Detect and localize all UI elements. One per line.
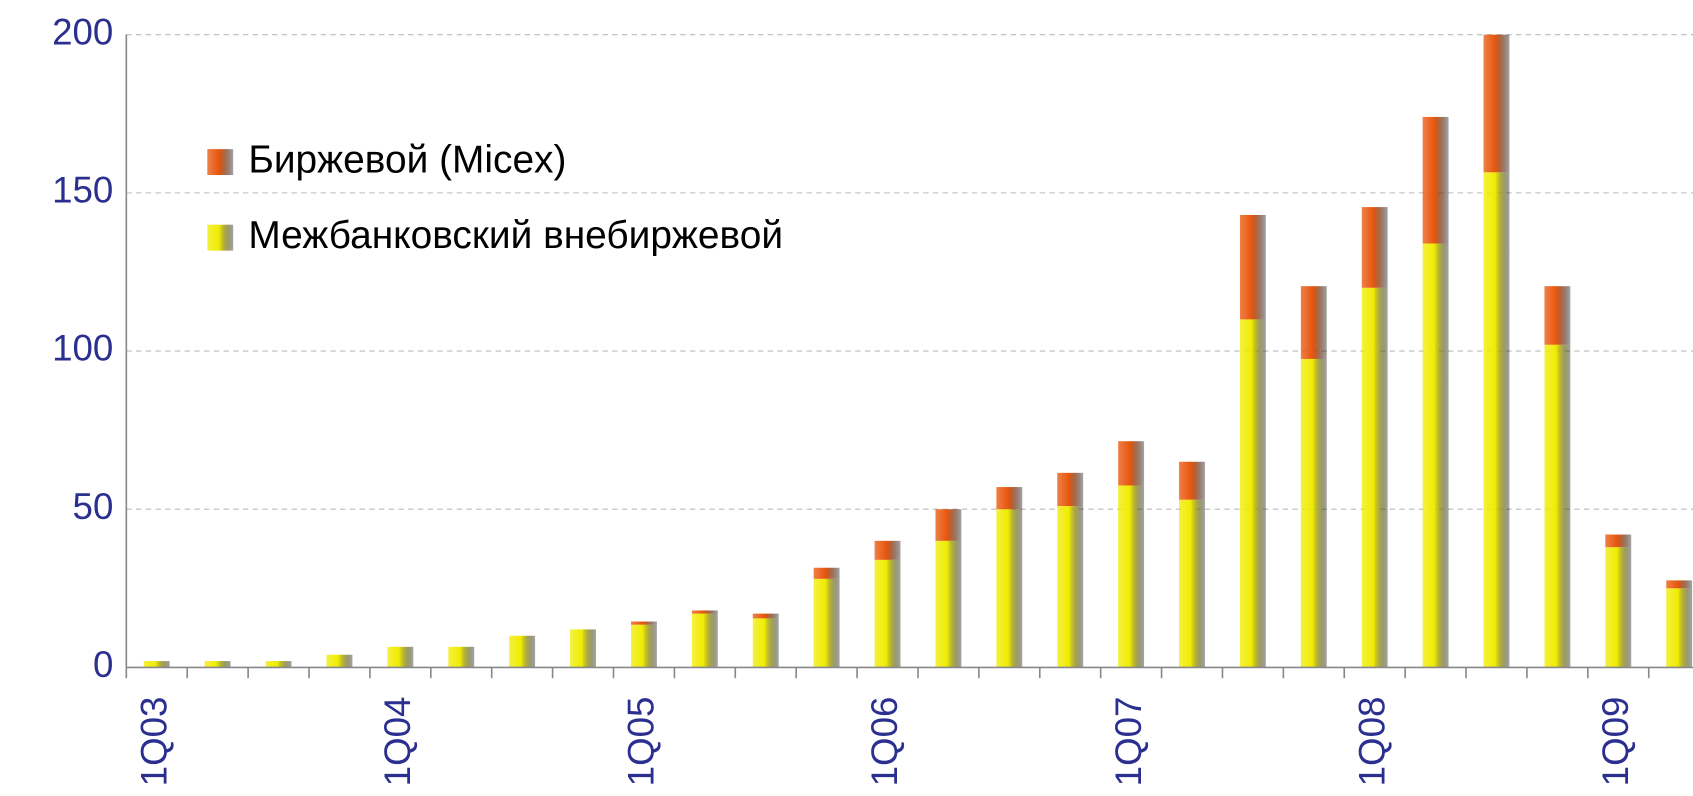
legend-swatch	[207, 149, 234, 176]
bar-segment	[1179, 499, 1205, 668]
bar-segment	[1057, 472, 1084, 507]
y-tick-label: 0	[93, 644, 113, 685]
bar-segment	[874, 540, 901, 560]
x-tick-label: 1Q07	[1108, 697, 1149, 787]
y-tick-label: 150	[52, 170, 113, 211]
bar-segment	[752, 618, 779, 668]
x-tick-label: 1Q08	[1351, 697, 1392, 787]
bar-segment	[1239, 319, 1266, 668]
bar-segment	[1666, 580, 1693, 589]
bar-segment	[1544, 286, 1571, 345]
bar-segment	[935, 540, 962, 668]
bar-segment	[1118, 485, 1145, 668]
legend-label: Межбанковский внебиржевой	[248, 214, 783, 257]
legend-label: Биржевой (Micex)	[248, 138, 566, 181]
bar-segment	[570, 629, 597, 668]
bar-segment	[204, 661, 231, 668]
bar-segment	[874, 559, 901, 668]
bar-segment	[935, 509, 962, 541]
y-tick-label: 50	[73, 486, 114, 527]
bar-segment	[691, 613, 718, 668]
bar-segment	[326, 654, 353, 668]
x-tick-label: 1Q04	[377, 697, 418, 787]
bar-segment	[448, 646, 475, 668]
bar-segment	[1300, 358, 1327, 668]
bar-segment	[1666, 588, 1693, 668]
legend-swatch	[207, 224, 234, 251]
bar-segment	[752, 613, 779, 619]
bar-segment	[1361, 207, 1388, 288]
bar-segment	[630, 624, 657, 668]
bar-segment	[1239, 214, 1266, 320]
bar-segment	[1605, 534, 1632, 548]
bar-segment	[1361, 287, 1388, 668]
y-tick-label: 200	[52, 11, 113, 52]
bar-segment	[1057, 506, 1084, 668]
bar-segment	[996, 509, 1023, 668]
x-tick-label: 1Q09	[1595, 697, 1636, 787]
bar-segment	[1544, 344, 1571, 668]
bar-segment	[143, 661, 170, 668]
bar-segment	[387, 646, 414, 668]
bar-segment	[813, 578, 840, 668]
bar-segment	[630, 621, 657, 625]
bar-segment	[691, 610, 718, 614]
x-tick-label: 1Q06	[864, 697, 905, 787]
bar-segment	[1300, 286, 1327, 359]
y-tick-label: 100	[52, 328, 113, 369]
bar-segment	[1422, 243, 1449, 668]
bar-segment	[1483, 172, 1510, 668]
bar-segment	[1483, 34, 1510, 173]
bar-segment	[1422, 116, 1449, 244]
bar-segment	[813, 567, 840, 579]
bar-segment	[1179, 461, 1205, 500]
bar-segment	[1118, 441, 1145, 486]
x-tick-label: 1Q03	[133, 697, 174, 787]
bar-segment	[265, 661, 292, 668]
bar-segment	[509, 635, 536, 668]
x-tick-label: 1Q05	[621, 697, 662, 787]
bar-segment	[1605, 547, 1632, 668]
bar-segment	[996, 487, 1023, 510]
